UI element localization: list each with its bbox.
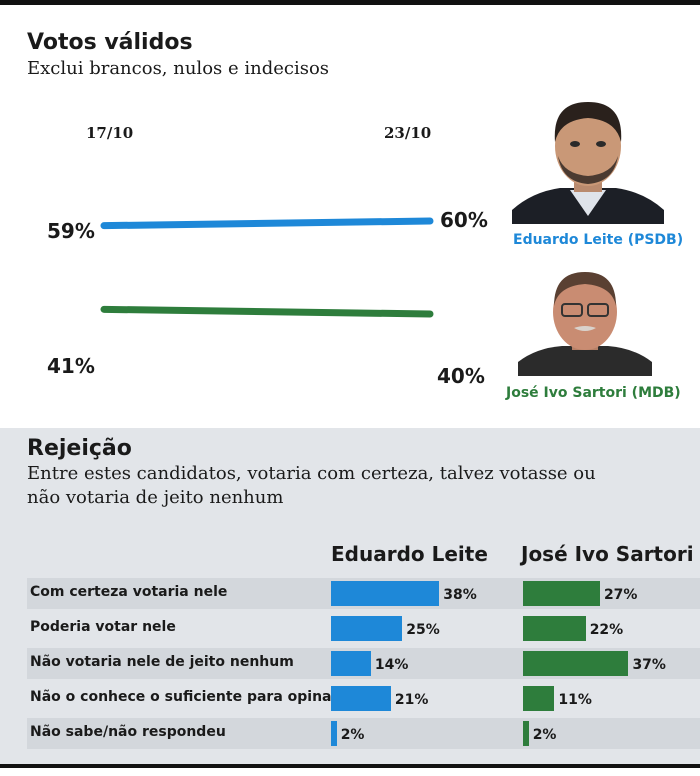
chart-title: Votos válidos — [27, 30, 193, 55]
bar-value-label: 2% — [340, 727, 365, 743]
leite-legend-name: Eduardo Leite (PSDB) — [513, 232, 684, 248]
jose-ivo-sartori-photo — [518, 266, 652, 376]
row-label: Não o conhece o suficiente para opinar — [30, 689, 339, 705]
bar-value-label: 38% — [443, 587, 477, 603]
bar-value-label: 11% — [558, 692, 592, 708]
line-chart — [100, 217, 434, 318]
bar-value-label: 2% — [532, 727, 557, 743]
bar-leite-5 — [331, 721, 337, 746]
leite-end-label: 60% — [440, 208, 488, 232]
bar-value-label: 22% — [589, 622, 624, 638]
chart-subtitle: Exclui brancos, nulos e indecisos — [27, 58, 330, 79]
sartori-start-label: 41% — [47, 354, 95, 378]
bar-leite-2 — [331, 616, 403, 641]
bar-value-label: 37% — [632, 657, 666, 673]
table-row: Não sabe/não respondeu — [27, 718, 700, 749]
bar-leite-3 — [331, 651, 371, 676]
leite-start-label: 59% — [47, 219, 95, 243]
column-header-leite: Eduardo Leite — [331, 542, 488, 566]
row-label: Poderia votar nele — [30, 619, 176, 635]
bar-value-label: 25% — [406, 622, 440, 638]
rejection-subtitle: Entre estes candidatos, votaria com cert… — [27, 463, 596, 508]
bar-value-label: 14% — [374, 657, 409, 673]
row-label: Com certeza votaria nele — [30, 584, 228, 600]
sartori-legend-name: José Ivo Sartori (MDB) — [506, 385, 681, 401]
row-label: Não votaria nele de jeito nenhum — [30, 654, 294, 670]
x-tick-label-1: 17/10 — [86, 124, 134, 142]
bar-sartori-4 — [523, 686, 555, 711]
top-rule — [0, 0, 700, 5]
bottom-rule — [0, 764, 700, 768]
table-row: Poderia votar nele — [27, 613, 700, 644]
bar-sartori-2 — [523, 616, 586, 641]
x-tick-label-2: 23/10 — [384, 124, 432, 142]
bar-sartori-3 — [523, 651, 629, 676]
series-line-1 — [100, 217, 434, 230]
series-line-2 — [100, 305, 434, 318]
bar-leite-1 — [331, 581, 440, 606]
bar-sartori-5 — [523, 721, 529, 746]
table-row: Não o conhece o suficiente para opinar — [27, 683, 700, 714]
bar-sartori-1 — [523, 581, 600, 606]
eduardo-leite-photo — [512, 98, 664, 224]
row-label: Não sabe/não respondeu — [30, 724, 226, 740]
bar-value-label: 21% — [394, 692, 429, 708]
sartori-end-label: 40% — [437, 364, 485, 388]
column-header-sartori: José Ivo Sartori — [521, 542, 694, 566]
bar-leite-4 — [331, 686, 391, 711]
bar-value-label: 27% — [603, 587, 638, 603]
rejection-title: Rejeição — [27, 436, 132, 461]
